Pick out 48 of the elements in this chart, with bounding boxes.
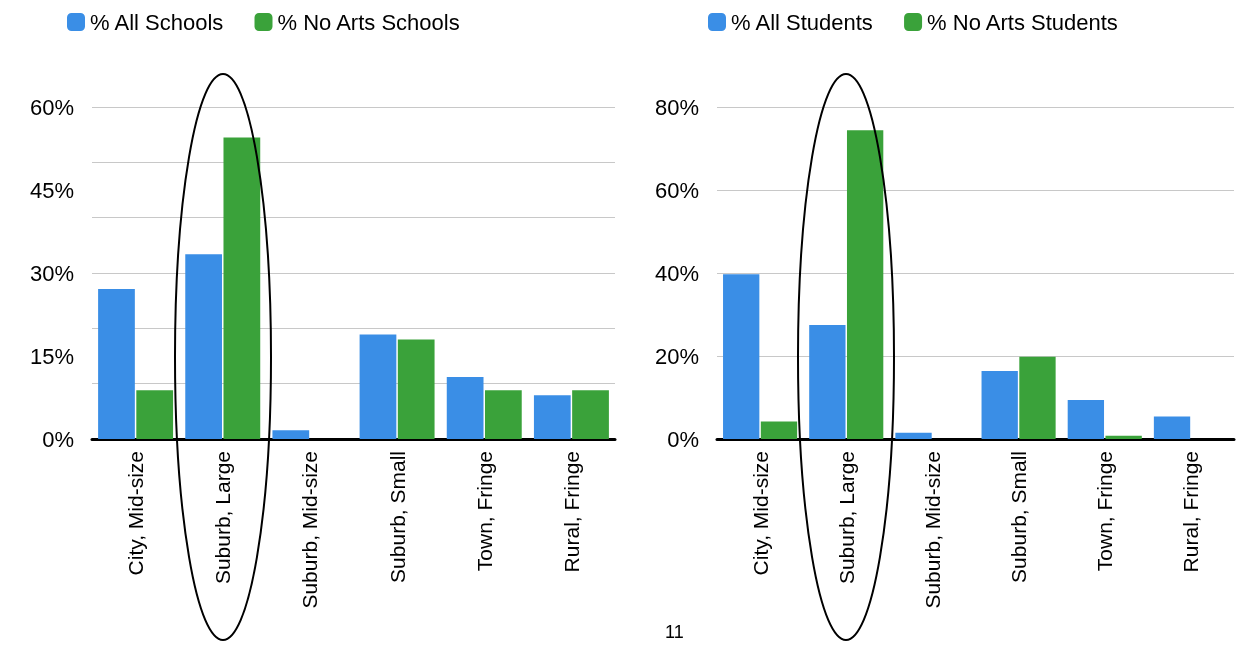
y-tick-label: 40% <box>654 260 699 286</box>
bar <box>136 390 174 439</box>
legend-label: % All Schools <box>90 9 224 35</box>
bar <box>809 324 846 439</box>
bar <box>359 334 397 439</box>
x-tick-label: Suburb, Large <box>834 451 858 585</box>
bar <box>533 395 571 439</box>
bar <box>1153 416 1191 439</box>
y-tick-label: 60% <box>654 177 699 203</box>
y-tick-label: 0% <box>42 426 74 452</box>
y-tick-label: 45% <box>29 177 74 203</box>
text: 11 <box>665 622 684 643</box>
bar <box>223 137 261 439</box>
x-tick-label: Rural, Fringe <box>1179 451 1203 573</box>
y-tick-label: 80% <box>654 94 699 120</box>
x-tick-label: Suburb, Mid-size <box>920 451 944 609</box>
y-tick-label: 30% <box>29 260 74 286</box>
bar <box>272 430 310 439</box>
bar <box>484 390 522 439</box>
y-tick-label: 15% <box>29 343 74 369</box>
y-tick-label: 60% <box>29 94 74 120</box>
bar <box>1105 435 1142 439</box>
x-tick-label: City, Mid-size <box>748 451 772 576</box>
bar <box>446 377 484 439</box>
bar <box>760 421 798 439</box>
x-tick-label: Suburb, Small <box>385 451 409 583</box>
legend-label: % No Arts Students <box>927 9 1118 35</box>
x-tick-label: Suburb, Small <box>1007 451 1031 583</box>
x-tick-label: City, Mid-size <box>124 451 148 576</box>
legend-label: % All Students <box>731 9 873 35</box>
y-tick-label: 20% <box>654 343 699 369</box>
bar <box>1067 399 1105 439</box>
x-tick-label: Rural, Fringe <box>559 451 583 573</box>
bar <box>846 130 884 439</box>
bar <box>98 289 135 439</box>
x-tick-label: Town, Fringe <box>1093 451 1117 572</box>
bar <box>397 339 435 439</box>
x-tick-label: Suburb, Mid-size <box>298 451 322 609</box>
bar <box>185 254 223 439</box>
bar <box>981 370 1018 439</box>
bar <box>1019 356 1056 439</box>
bar <box>723 274 760 439</box>
x-tick-label: Town, Fringe <box>472 451 496 572</box>
x-tick-label: Suburb, Large <box>211 451 235 585</box>
bar <box>895 432 932 439</box>
legend-label: % No Arts Schools <box>277 9 460 35</box>
bar <box>572 390 609 439</box>
y-tick-label: 0% <box>667 426 699 452</box>
